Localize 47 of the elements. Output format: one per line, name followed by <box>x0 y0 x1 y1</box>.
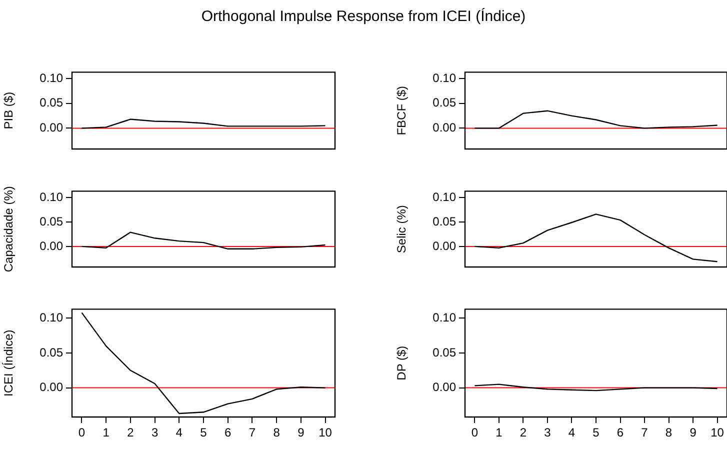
y-tick-label: 0.05 <box>432 214 456 228</box>
y-tick-label: 0.10 <box>40 190 64 204</box>
x-tick-label: 2 <box>520 426 527 440</box>
y-tick-label: 0.00 <box>40 238 64 253</box>
x-tick-label: 3 <box>151 426 158 440</box>
y-axis-title: Capacidade (%) <box>2 186 16 272</box>
x-tick-label: 5 <box>200 426 208 440</box>
x-tick-label: 8 <box>665 426 672 440</box>
y-tick-label: 0.05 <box>432 345 456 360</box>
y-tick-label: 0.10 <box>432 70 456 85</box>
x-tick-label: 10 <box>318 426 332 440</box>
y-axis-title: PIB ($) <box>2 92 16 130</box>
y-tick-label: 0.10 <box>40 70 64 85</box>
y-tick-label: 0.00 <box>432 120 456 134</box>
y-tick-label: 0.10 <box>432 190 456 204</box>
y-axis-title: Selic (%) <box>394 205 409 254</box>
y-tick-label: 0.05 <box>432 96 456 110</box>
y-tick-label: 0.00 <box>432 238 456 253</box>
y-axis-title: ICEI (Índice) <box>2 330 16 396</box>
x-tick-label: 2 <box>127 426 134 440</box>
y-tick-label: 0.05 <box>40 96 64 110</box>
x-tick-label: 3 <box>544 426 552 440</box>
x-tick-label: 0 <box>78 426 86 440</box>
x-tick-label: 9 <box>690 426 697 440</box>
x-tick-label: 10 <box>710 426 724 440</box>
x-tick-label: 1 <box>496 426 503 440</box>
y-axis-title: FBCF ($) <box>394 86 409 136</box>
x-tick-label: 7 <box>248 426 256 440</box>
x-tick-label: 7 <box>641 426 648 440</box>
x-tick-label: 4 <box>176 426 183 440</box>
x-tick-label: 1 <box>102 426 110 440</box>
x-tick-label: 4 <box>568 426 576 440</box>
y-tick-label: 0.10 <box>432 310 456 325</box>
x-tick-label: 9 <box>298 426 305 440</box>
y-tick-label: 0.00 <box>432 380 456 394</box>
x-tick-label: 8 <box>273 426 280 440</box>
y-tick-label: 0.05 <box>40 214 64 228</box>
x-tick-label: 0 <box>471 426 478 440</box>
x-tick-label: 6 <box>224 426 232 440</box>
y-axis-title: DP ($) <box>394 346 409 380</box>
y-tick-label: 0.00 <box>40 380 64 394</box>
y-tick-label: 0.10 <box>40 310 64 325</box>
y-tick-label: 0.05 <box>40 345 64 360</box>
x-tick-label: 5 <box>592 426 600 440</box>
y-tick-label: 0.00 <box>40 120 64 134</box>
chart-title: Orthogonal Impulse Response from ICEI (Índice) <box>200 8 527 25</box>
x-tick-label: 6 <box>616 426 624 440</box>
